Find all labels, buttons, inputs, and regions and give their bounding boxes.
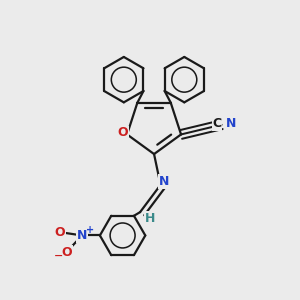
- Text: O: O: [61, 246, 72, 259]
- Text: −: −: [54, 251, 63, 261]
- Text: +: +: [86, 225, 94, 235]
- Text: C: C: [212, 117, 221, 130]
- Text: N: N: [226, 117, 236, 130]
- Text: N: N: [159, 175, 169, 188]
- Text: O: O: [54, 226, 65, 238]
- Text: N: N: [77, 229, 87, 242]
- Text: O: O: [118, 126, 128, 139]
- Text: H: H: [145, 212, 155, 225]
